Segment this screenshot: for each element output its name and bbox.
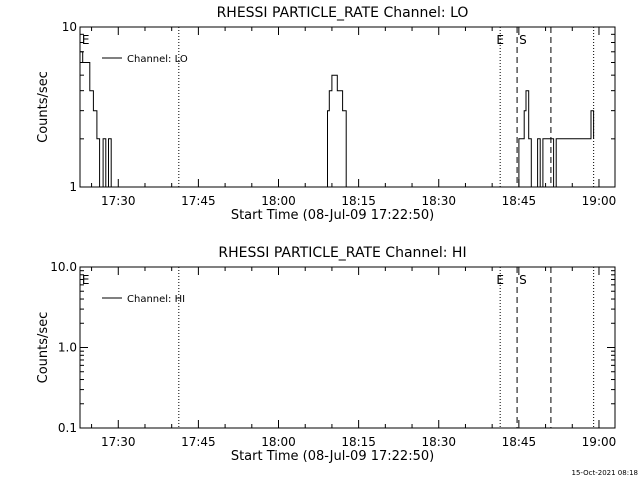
- plot-frame: [79, 266, 616, 429]
- event-marker-label: E: [496, 273, 504, 287]
- x-tick-label: 17:30: [101, 194, 136, 208]
- hi-channel-panel: RHESSI PARTICLE_RATE Channel: HI 0.1 1.0 10…: [36, 245, 616, 464]
- event-marker-label: E: [82, 273, 90, 287]
- y-axis-label: Counts/sec: [36, 71, 51, 143]
- x-tick-label: 19:00: [582, 435, 617, 449]
- chart-title: RHESSI PARTICLE_RATE Channel: HI: [218, 245, 466, 261]
- series-line: [80, 51, 595, 187]
- y-axis-label: Counts/sec: [36, 312, 51, 384]
- x-tick-label: 18:30: [421, 194, 456, 208]
- x-tick-label: 17:45: [181, 194, 216, 208]
- x-tick-label: 17:30: [101, 435, 136, 449]
- legend-entry: Channel: HI: [127, 294, 185, 305]
- x-tick-label: 17:45: [181, 435, 216, 449]
- event-marker-label: S: [519, 273, 527, 287]
- x-tick-label: 18:15: [341, 435, 376, 449]
- x-tick-label: 18:00: [261, 435, 296, 449]
- legend-entry: Channel: LO: [127, 54, 188, 65]
- legend: Channel: HI: [102, 294, 185, 305]
- x-axis-label: Start Time (08-Jul-09 17:22:50): [231, 208, 434, 223]
- legend: Channel: LO: [102, 54, 188, 65]
- x-axis-label: Start Time (08-Jul-09 17:22:50): [231, 449, 434, 464]
- y-tick-label: 10: [62, 20, 77, 34]
- y-tick-label: 0.1: [58, 421, 77, 435]
- x-tick-label: 18:15: [341, 194, 376, 208]
- event-marker-label: E: [82, 33, 90, 47]
- footer-timestamp: 15-Oct-2021 08:18: [572, 469, 638, 477]
- x-tick-label: 19:00: [582, 194, 617, 208]
- chart-title: RHESSI PARTICLE_RATE Channel: LO: [217, 5, 469, 21]
- y-tick-label: 10.0: [50, 260, 77, 274]
- x-tick-label: 18:00: [261, 194, 296, 208]
- event-marker-label: S: [519, 33, 527, 47]
- x-tick-label: 18:45: [502, 435, 537, 449]
- plot-frame: [79, 26, 616, 188]
- event-marker-label: E: [496, 33, 504, 47]
- x-tick-label: 18:30: [421, 435, 456, 449]
- y-tick-label: 1.0: [58, 341, 77, 355]
- lo-channel-panel: RHESSI PARTICLE_RATE Channel: LO 1 10 17:30…: [36, 5, 616, 223]
- y-tick-label: 1: [69, 180, 77, 194]
- x-tick-label: 18:45: [502, 194, 537, 208]
